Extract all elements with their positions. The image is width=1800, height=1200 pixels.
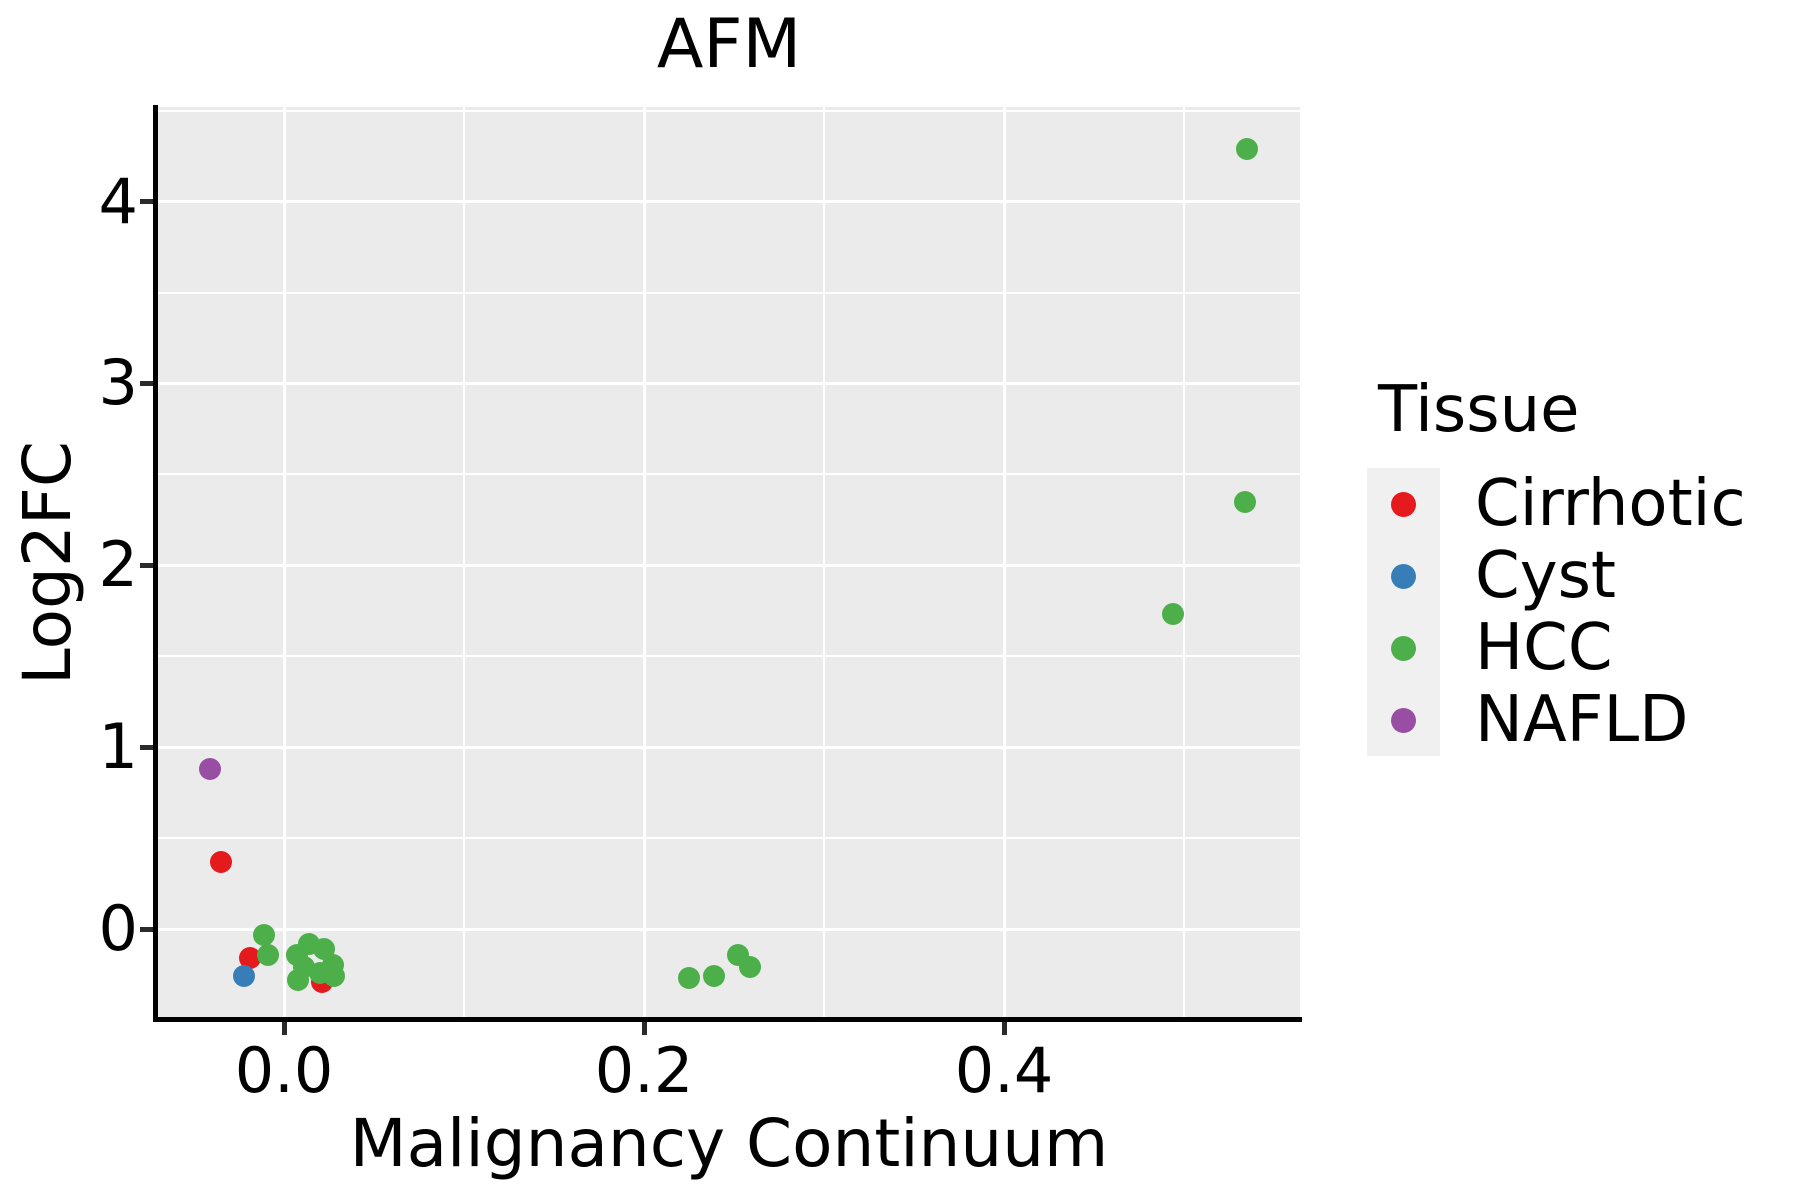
y-minor-gridline (158, 655, 1300, 658)
y-tick-label: 4 (98, 164, 138, 238)
x-tick-label: 0.0 (234, 1034, 334, 1107)
y-major-gridline (158, 200, 1300, 204)
y-major-gridline (158, 563, 1300, 567)
data-point-hcc (1162, 603, 1185, 626)
legend-label-hcc: HCC (1475, 611, 1613, 685)
legend-title: Tissue (1378, 373, 1580, 447)
y-minor-gridline (158, 473, 1300, 476)
plot-title: AFM (656, 5, 802, 84)
x-minor-gridline (823, 107, 826, 1020)
data-point-hcc (703, 965, 726, 988)
y-tick-label: 0 (98, 892, 138, 966)
x-tick-mark (641, 1022, 647, 1035)
x-tick-label: 0.2 (594, 1034, 694, 1107)
data-point-hcc (256, 943, 279, 966)
data-point-hcc (678, 967, 701, 990)
y-tick-label: 1 (98, 710, 138, 784)
legend-swatch-cyst (1391, 563, 1416, 589)
y-major-gridline (158, 745, 1300, 749)
legend-labels: Cirrhotic Cyst HCC NAFLD (1475, 468, 1746, 756)
x-axis-title: Malignancy Continuum (349, 1105, 1109, 1182)
x-minor-gridline (1183, 107, 1186, 1020)
data-point-hcc (739, 956, 762, 979)
legend-label-cirrhotic: Cirrhotic (1475, 467, 1746, 541)
x-major-gridline (642, 107, 646, 1020)
y-axis-line (153, 105, 158, 1022)
y-major-gridline (158, 381, 1300, 385)
data-point-hcc (1236, 137, 1259, 160)
y-tick-mark (140, 199, 153, 205)
legend-key-cirrhotic (1367, 468, 1440, 540)
y-tick-label: 3 (98, 346, 138, 420)
y-minor-gridline (158, 109, 1300, 112)
y-tick-mark (140, 562, 153, 568)
legend-swatch-cirrhotic (1391, 491, 1416, 517)
data-point-hcc (253, 923, 276, 946)
legend-key-hcc (1367, 612, 1440, 684)
x-minor-gridline (463, 107, 466, 1020)
y-tick-mark (140, 926, 153, 932)
legend-label-nafld: NAFLD (1475, 683, 1689, 757)
legend-key-cyst (1367, 540, 1440, 612)
legend-swatch-nafld (1391, 707, 1416, 733)
legend-keys (1367, 468, 1440, 756)
y-tick-mark (140, 744, 153, 750)
legend-key-nafld (1367, 684, 1440, 756)
y-axis-title: Log2FC (9, 441, 86, 685)
data-point-hcc (287, 968, 310, 991)
data-point-hcc (323, 965, 346, 988)
data-point-hcc (1234, 490, 1257, 513)
x-tick-label: 0.4 (954, 1034, 1054, 1107)
y-tick-label: 2 (98, 528, 138, 602)
y-major-gridline (158, 927, 1300, 931)
x-tick-mark (281, 1022, 287, 1035)
legend-swatch-hcc (1391, 635, 1416, 661)
data-point-cirrhotic (238, 947, 261, 970)
legend-label-cyst: Cyst (1475, 539, 1616, 613)
data-point-cyst (233, 965, 256, 988)
y-minor-gridline (158, 291, 1300, 294)
x-tick-mark (1001, 1022, 1007, 1035)
x-major-gridline (282, 107, 286, 1020)
data-point-cirrhotic (210, 850, 232, 873)
plot-panel (158, 107, 1300, 1020)
x-axis-line (153, 1017, 1302, 1022)
y-tick-mark (140, 380, 153, 386)
data-point-nafld (199, 758, 222, 781)
y-minor-gridline (158, 837, 1300, 840)
x-major-gridline (1002, 107, 1006, 1020)
